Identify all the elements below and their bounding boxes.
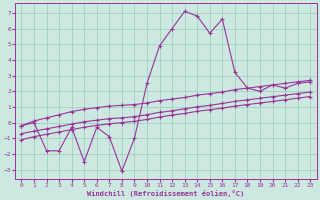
X-axis label: Windchill (Refroidissement éolien,°C): Windchill (Refroidissement éolien,°C) [87,190,244,197]
